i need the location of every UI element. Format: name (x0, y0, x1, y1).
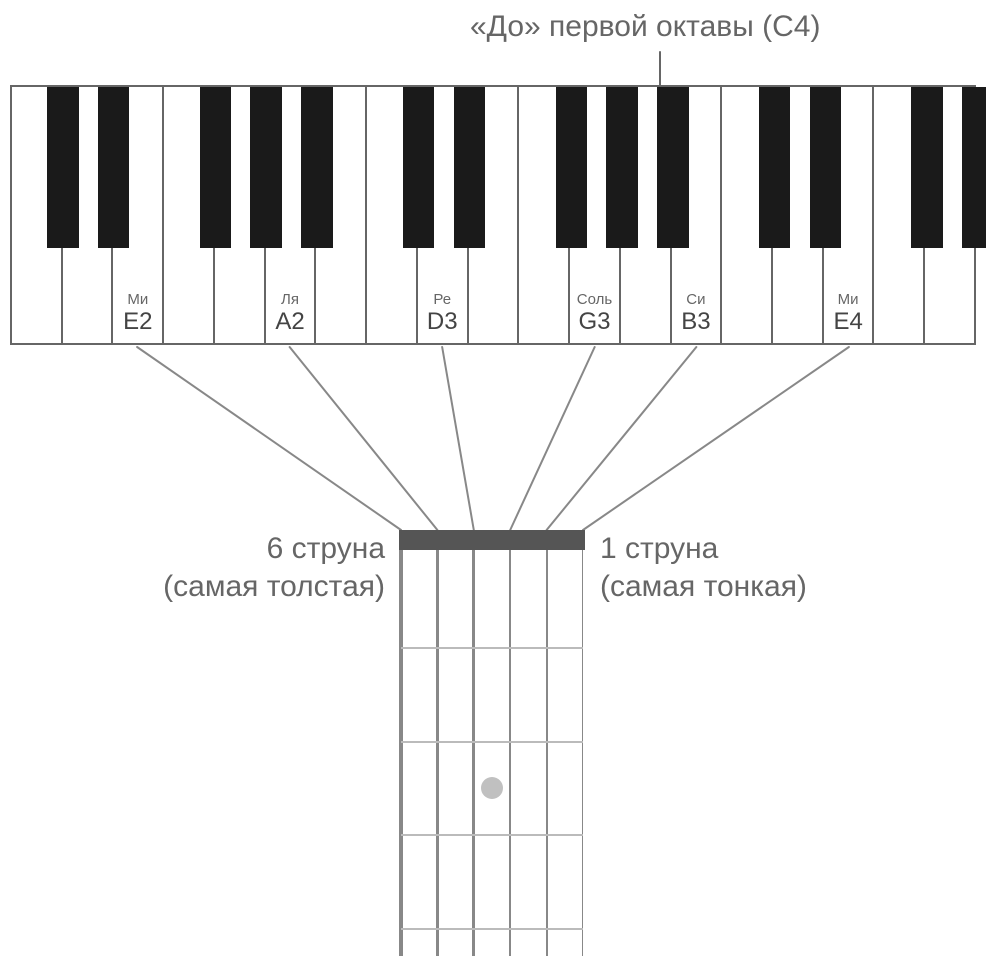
key-note-en: E2 (113, 309, 162, 335)
black-key (200, 87, 232, 248)
black-key (810, 87, 842, 248)
key-note-en: E4 (824, 309, 873, 335)
guitar-string (582, 550, 583, 956)
key-note-en: D3 (418, 309, 467, 335)
string-6-line1: 6 струна (267, 532, 385, 565)
key-label: СиB3 (672, 292, 721, 335)
string-6-label: 6 струна (самая толстая) (163, 530, 385, 605)
key-label: МиE2 (113, 292, 162, 335)
key-note-ru: Ми (113, 292, 162, 309)
key-label: ЛяA2 (266, 292, 315, 335)
string-1-line2: (самая тонкая) (600, 570, 807, 603)
guitar-string (436, 550, 439, 956)
c4-label: «До» первой октавы (C4) (470, 10, 820, 44)
key-note-ru: Ре (418, 292, 467, 309)
black-key (556, 87, 588, 248)
key-note-ru: Ля (266, 292, 315, 309)
key-note-en: A2 (266, 309, 315, 335)
key-label: МиE4 (824, 292, 873, 335)
black-key (454, 87, 486, 248)
key-note-en: B3 (672, 309, 721, 335)
black-key (98, 87, 130, 248)
diagram-canvas: «До» первой октавы (C4) МиE2ЛяA2РеD3Соль… (0, 0, 986, 956)
string-1-label: 1 струна (самая тонкая) (600, 530, 807, 605)
black-key (759, 87, 791, 248)
fret-wire (401, 741, 583, 743)
fret-wire (401, 928, 583, 930)
fretboard-nut (399, 530, 585, 550)
piano-keyboard: МиE2ЛяA2РеD3СольG3СиB3МиE4 (10, 85, 976, 345)
string-1-line1: 1 струна (600, 532, 718, 565)
key-note-en: G3 (570, 309, 619, 335)
black-key (606, 87, 638, 248)
black-key (962, 87, 986, 248)
guitar-string (472, 550, 475, 956)
key-note-ru: Си (672, 292, 721, 309)
key-label: СольG3 (570, 292, 619, 335)
black-key (301, 87, 333, 248)
guitar-string (399, 550, 403, 956)
guitar-fretboard (401, 530, 583, 956)
key-label: РеD3 (418, 292, 467, 335)
fret-marker-dot (481, 777, 503, 799)
black-key (911, 87, 943, 248)
fret-wire (401, 647, 583, 649)
black-key (403, 87, 435, 248)
black-key (47, 87, 79, 248)
black-key (250, 87, 282, 248)
key-note-ru: Соль (570, 292, 619, 309)
string-6-line2: (самая толстая) (163, 570, 385, 603)
fret-wire (401, 834, 583, 836)
guitar-string (509, 550, 511, 956)
key-note-ru: Ми (824, 292, 873, 309)
guitar-string (546, 550, 548, 956)
black-key (657, 87, 689, 248)
